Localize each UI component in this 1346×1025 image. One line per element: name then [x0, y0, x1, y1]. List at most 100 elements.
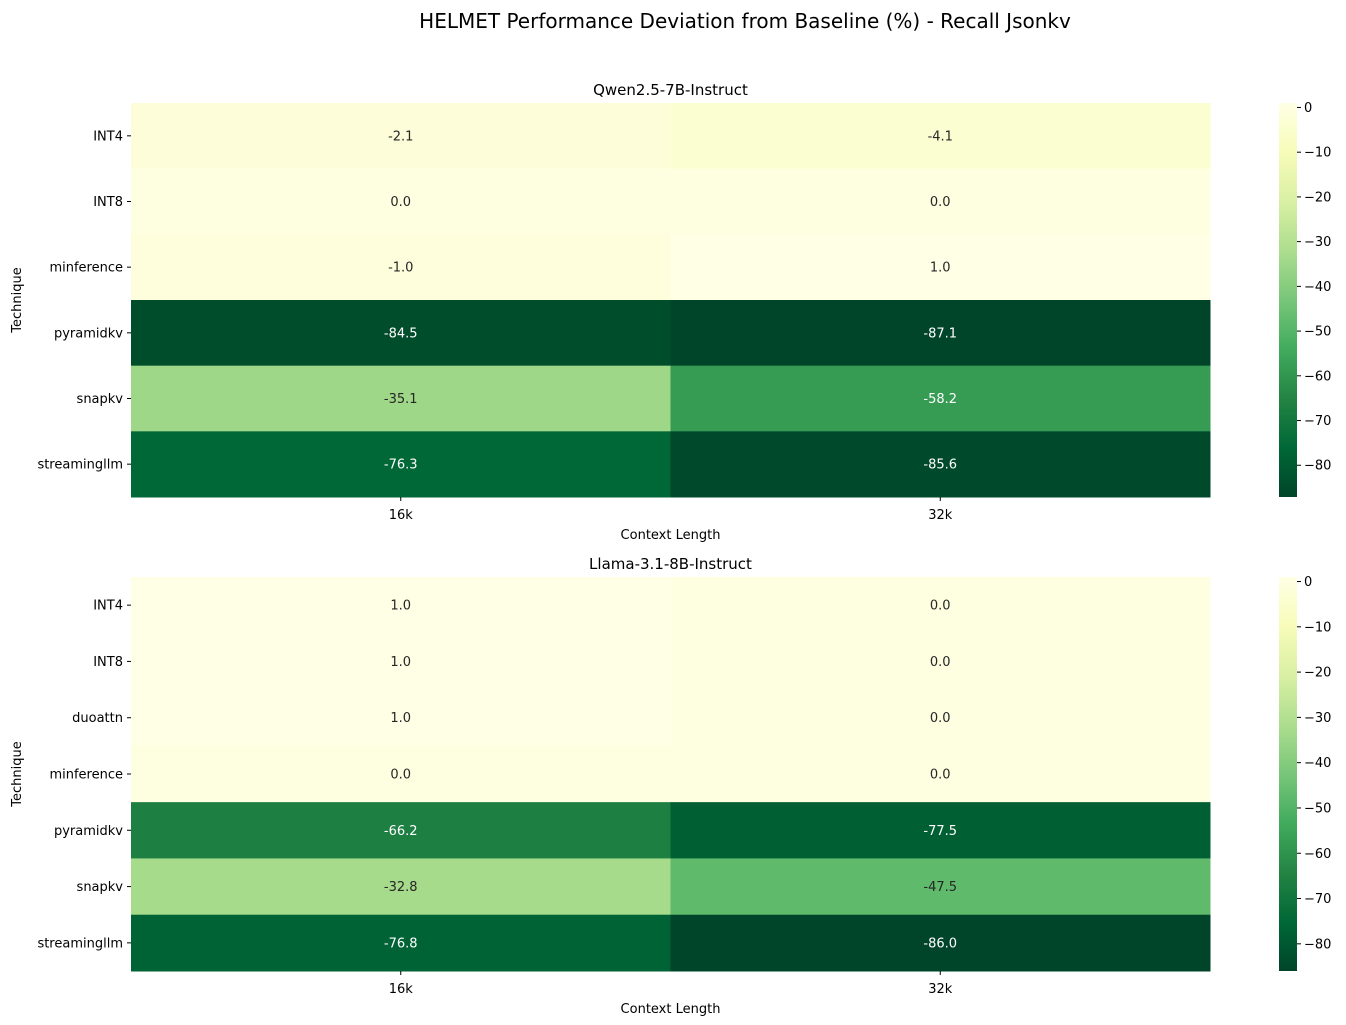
colorbar: 0 −10 −20 −30 −40 −50 −60 −70 −80	[1279, 101, 1331, 497]
x-tick-label: 32k	[928, 982, 953, 997]
cell-value-label: -76.3	[384, 458, 418, 473]
heatmap-cell	[670, 168, 1211, 235]
cell-value-label: -1.0	[388, 261, 413, 276]
heatmap-cell	[670, 633, 1211, 691]
heatmap-panel: Qwen2.5-7B-Instruct -2.1 -4.1 0.0 0.0 -1.0 1.0…	[10, 81, 1331, 543]
cell-value-label: -84.5	[384, 326, 418, 341]
y-tick-label: INT4	[93, 129, 123, 144]
cell-value-label: 0.0	[930, 768, 951, 783]
colorbar-tick-label: −80	[1304, 459, 1331, 474]
heatmap-cell	[670, 745, 1211, 803]
heatmap-cell	[131, 689, 671, 747]
y-tick-label: snapkv	[77, 392, 124, 407]
cell-value-label: -47.5	[923, 880, 957, 895]
colorbar-tick-label: −20	[1304, 190, 1331, 205]
cell-value-label: -32.8	[384, 880, 418, 895]
heatmap-cell	[670, 103, 1211, 170]
cell-value-label: -66.2	[384, 824, 418, 839]
cell-value-label: -85.6	[923, 458, 957, 473]
colorbar-tick-label: −40	[1304, 280, 1331, 295]
colorbar: 0 −10 −20 −30 −40 −50 −60 −70 −80	[1279, 575, 1331, 971]
cell-value-label: 1.0	[390, 599, 411, 614]
colorbar-gradient	[1279, 103, 1297, 497]
y-tick-label: minference	[49, 768, 123, 783]
colorbar-gradient	[1279, 577, 1297, 971]
y-axis-label: Technique	[10, 267, 25, 333]
heatmap-cell	[670, 914, 1211, 972]
cell-value-label: -87.1	[923, 326, 957, 341]
colorbar-tick-label: −60	[1304, 847, 1331, 862]
colorbar-tick-label: −10	[1304, 146, 1331, 161]
y-tick-label: pyramidkv	[54, 326, 123, 341]
colorbar-tick-label: −20	[1304, 666, 1331, 681]
cell-value-label: 1.0	[930, 261, 951, 276]
heatmap-cell	[131, 858, 671, 916]
cell-value-label: -58.2	[923, 392, 957, 407]
panel-title: Llama-3.1-8B-Instruct	[589, 555, 752, 573]
cell-value-label: -86.0	[923, 936, 957, 951]
cell-value-label: 1.0	[390, 655, 411, 670]
heatmap-cell	[670, 300, 1211, 367]
cell-value-label: -4.1	[928, 129, 953, 144]
y-tick-label: streamingllm	[37, 936, 123, 951]
colorbar-tick-label: −50	[1304, 325, 1331, 340]
heatmap-cell	[131, 802, 671, 859]
heatmap-cell	[131, 633, 671, 691]
heatmap-cell	[131, 103, 671, 170]
heatmap-cell	[670, 802, 1211, 859]
y-tick-label: minference	[49, 261, 123, 276]
heatmap-cell	[670, 577, 1211, 634]
y-tick-label: streamingllm	[37, 458, 123, 473]
colorbar-tick-label: −70	[1304, 414, 1331, 429]
colorbar-tick-label: 0	[1304, 101, 1312, 116]
cell-value-label: 0.0	[930, 711, 951, 726]
y-tick-label: INT4	[93, 599, 123, 614]
colorbar-tick-label: −70	[1304, 892, 1331, 907]
x-tick-label: 16k	[389, 508, 414, 523]
y-tick-label: pyramidkv	[54, 824, 123, 839]
cell-value-label: 0.0	[930, 599, 951, 614]
colorbar-tick-label: −40	[1304, 756, 1331, 771]
x-axis-label: Context Length	[621, 1002, 721, 1017]
heatmap-cell	[131, 577, 671, 634]
colorbar-tick-label: −50	[1304, 801, 1331, 816]
heatmap-cell	[131, 234, 671, 301]
colorbar-tick-label: −60	[1304, 369, 1331, 384]
cell-value-label: -2.1	[388, 129, 413, 144]
heatmap-cell	[670, 234, 1211, 301]
cell-value-label: 0.0	[930, 655, 951, 670]
panel-title: Qwen2.5-7B-Instruct	[593, 81, 748, 99]
cell-value-label: 1.0	[390, 711, 411, 726]
x-tick-label: 32k	[928, 508, 953, 523]
heatmap-cell	[131, 431, 671, 498]
heatmap-cell	[131, 914, 671, 972]
x-axis-label: Context Length	[621, 528, 721, 543]
colorbar-tick-label: −10	[1304, 620, 1331, 635]
figure-title: HELMET Performance Deviation from Baseli…	[419, 9, 1071, 33]
heatmap-cell	[131, 168, 671, 235]
x-tick-label: 16k	[389, 982, 414, 997]
cell-value-label: 0.0	[390, 195, 411, 210]
cell-value-label: -77.5	[923, 824, 957, 839]
cell-value-label: -35.1	[384, 392, 418, 407]
cell-value-label: 0.0	[390, 768, 411, 783]
colorbar-tick-label: −30	[1304, 711, 1331, 726]
heatmap-cell	[131, 300, 671, 367]
cell-value-label: -76.8	[384, 936, 418, 951]
heatmap-cell	[670, 431, 1211, 498]
y-axis-label: Technique	[10, 741, 25, 807]
y-tick-label: snapkv	[77, 880, 124, 895]
heatmap-cell	[131, 365, 671, 432]
y-tick-label: INT8	[93, 195, 123, 210]
colorbar-tick-label: 0	[1304, 575, 1312, 590]
heatmap-cell	[670, 858, 1211, 916]
colorbar-tick-label: −30	[1304, 235, 1331, 250]
heatmap-cell	[670, 365, 1211, 432]
heatmap-panel: Llama-3.1-8B-Instruct 1.0 0.0 1.0 0.0 1.0 0.0 0…	[10, 555, 1331, 1017]
cell-value-label: 0.0	[930, 195, 951, 210]
heatmap-cell	[131, 745, 671, 803]
heatmap-cell	[670, 689, 1211, 747]
colorbar-tick-label: −80	[1304, 937, 1331, 952]
y-tick-label: duoattn	[72, 711, 123, 726]
